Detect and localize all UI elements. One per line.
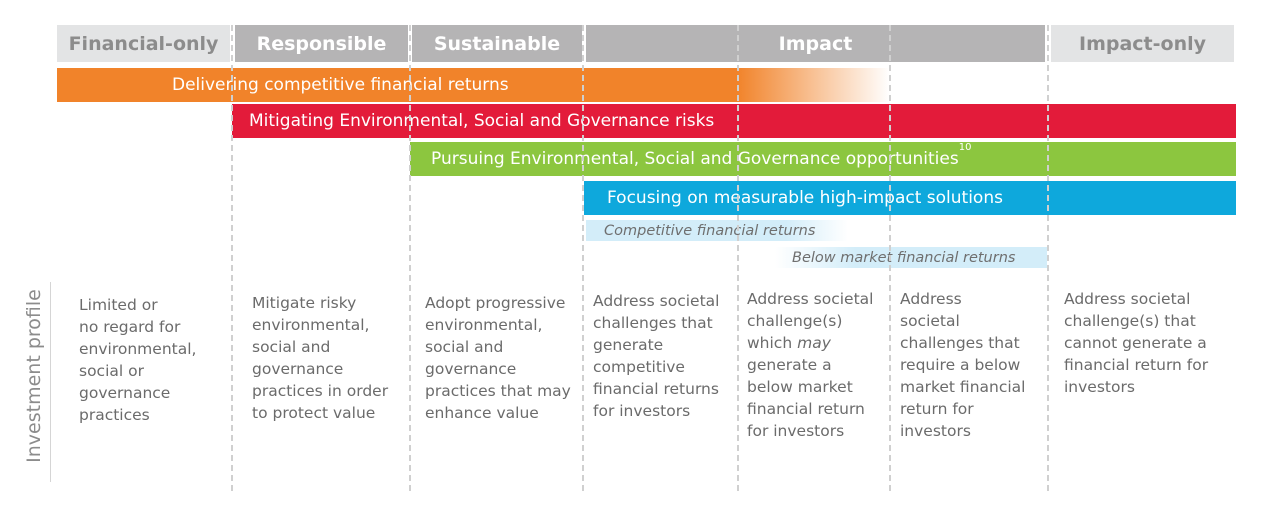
profile-line: social or xyxy=(79,362,144,380)
profile-line: Address societal xyxy=(1064,290,1191,308)
bar-pursuing-esg: Pursuing Environmental, Social and Gover… xyxy=(410,142,1236,176)
profile-impact-may: Address societal challenge(s) which may … xyxy=(747,288,873,442)
competitive-returns-strip: Competitive financial returns xyxy=(586,220,848,241)
profile-line: financial return for xyxy=(1064,356,1209,374)
category-impact: Impact xyxy=(586,25,1045,62)
profile-line: challenge(s) that xyxy=(1064,312,1196,330)
bar-mitigating-esg: Mitigating Environmental, Social and Gov… xyxy=(232,104,1236,138)
bar-mitigating-esg-label: Mitigating Environmental, Social and Gov… xyxy=(249,111,715,131)
profile-line: challenge(s) xyxy=(747,312,843,330)
profile-line: Mitigate risky xyxy=(252,294,357,312)
profile-line: practices in order xyxy=(252,382,389,400)
profile-line: governance xyxy=(252,360,344,378)
category-responsible: Responsible xyxy=(235,25,408,62)
profile-line: practices xyxy=(79,406,150,424)
profile-line: social and xyxy=(252,338,331,356)
profile-line: challenges that xyxy=(900,334,1020,352)
profile-line: environmental, xyxy=(425,316,543,334)
profile-line: for investors xyxy=(747,422,845,440)
profile-financial-only: Limited or no regard for environmental, … xyxy=(79,294,196,426)
investment-profile-label: Investment profile xyxy=(23,289,45,463)
footnote-marker: 10 xyxy=(958,142,972,154)
profile-line: market financial xyxy=(900,378,1026,396)
below-market-returns-strip: Below market financial returns xyxy=(775,247,1047,268)
profile-impact-only: Address societal challenge(s) that canno… xyxy=(1064,288,1208,398)
profile-line: no regard for xyxy=(79,318,181,336)
below-market-returns-label: Below market financial returns xyxy=(792,249,1016,266)
profile-line: governance xyxy=(79,384,171,402)
profile-line: practices that may xyxy=(425,382,571,400)
profile-line: generate a xyxy=(747,356,832,374)
competitive-returns-label: Competitive financial returns xyxy=(604,222,816,239)
profile-emphasis: may xyxy=(797,334,831,352)
profile-impact-competitive: Address societal challenges that generat… xyxy=(593,290,719,422)
profile-line: generate xyxy=(593,336,664,354)
profile-line: Limited or xyxy=(79,296,158,314)
profile-responsible: Mitigate risky environmental, social and… xyxy=(252,292,388,424)
profile-line: environmental, xyxy=(252,316,370,334)
bar-competitive-returns: Delivering competitive financial returns xyxy=(57,68,890,102)
profile-line: for investors xyxy=(593,402,691,420)
bar-measurable-impact: Focusing on measurable high-impact solut… xyxy=(584,181,1236,215)
profile-line: require a below xyxy=(900,356,1021,374)
category-sustainable: Sustainable xyxy=(412,25,582,62)
bar-pursuing-esg-text: Pursuing Environmental, Social and Gover… xyxy=(431,149,959,169)
side-divider xyxy=(50,282,51,482)
profile-line: below market xyxy=(747,378,853,396)
profile-line: Address xyxy=(900,290,962,308)
profile-line: financial return xyxy=(747,400,865,418)
profile-line: challenges that xyxy=(593,314,713,332)
profile-line: Address societal xyxy=(747,290,874,308)
profile-impact-below-market: Address societal challenges that require… xyxy=(900,288,1025,442)
column-divider xyxy=(1047,25,1049,491)
bar-pursuing-esg-label: Pursuing Environmental, Social and Gover… xyxy=(431,142,971,169)
profile-line: Adopt progressive xyxy=(425,294,566,312)
profile-line: enhance value xyxy=(425,404,539,422)
profile-line: Address societal xyxy=(593,292,720,310)
profile-line: social and xyxy=(425,338,504,356)
profile-line: investors xyxy=(900,422,971,440)
profile-line: financial returns xyxy=(593,380,719,398)
category-impact-only: Impact-only xyxy=(1051,25,1234,62)
profile-line: which may xyxy=(747,332,873,354)
profile-line: return for xyxy=(900,400,974,418)
profile-text: which xyxy=(747,334,798,352)
profile-sustainable: Adopt progressive environmental, social … xyxy=(425,292,571,424)
bar-measurable-impact-label: Focusing on measurable high-impact solut… xyxy=(607,188,1003,208)
profile-line: competitive xyxy=(593,358,685,376)
profile-line: societal xyxy=(900,312,960,330)
bar-competitive-returns-label: Delivering competitive financial returns xyxy=(172,75,509,95)
profile-line: environmental, xyxy=(79,340,197,358)
profile-line: governance xyxy=(425,360,517,378)
category-financial-only: Financial-only xyxy=(57,25,230,62)
profile-line: to protect value xyxy=(252,404,376,422)
profile-line: cannot generate a xyxy=(1064,334,1207,352)
profile-line: investors xyxy=(1064,378,1135,396)
